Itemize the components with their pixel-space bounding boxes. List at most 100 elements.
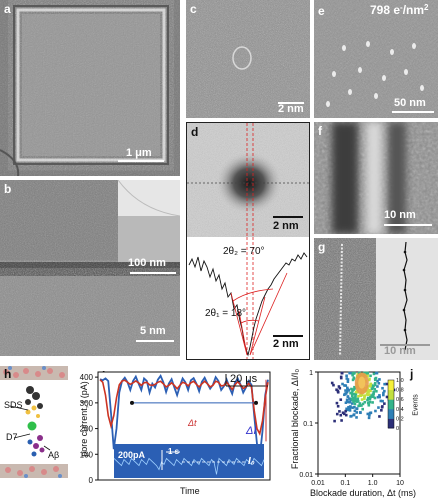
scatter-point	[345, 407, 348, 411]
annotation-d7: D7	[6, 432, 18, 442]
colorbar-segment	[388, 389, 394, 400]
scatter-point	[377, 382, 381, 385]
scatter-point	[368, 388, 371, 392]
scatter-point	[366, 396, 370, 400]
scatter-point	[371, 393, 375, 396]
annotation-abeta: Aβ	[48, 450, 60, 460]
colorbar-segment	[388, 380, 394, 391]
scatter-point	[352, 376, 356, 380]
scatter-point	[374, 409, 377, 413]
scatter-point	[368, 413, 371, 417]
scatter-point	[339, 398, 343, 401]
chart-pore-current: 0 100 200 300 400	[80, 371, 271, 485]
scatter-point	[336, 404, 340, 408]
micrograph-filament	[314, 122, 438, 234]
scatter-point	[335, 401, 339, 405]
scatter-point	[355, 416, 358, 419]
y-tick-label: 0	[89, 476, 94, 485]
panel-a: a 1 μm	[0, 0, 180, 176]
inset-baseline-label: I₀	[248, 456, 255, 467]
scatter-point	[378, 394, 381, 397]
scatter-point	[335, 412, 339, 416]
scatter-point	[354, 392, 358, 396]
scatter-point	[344, 413, 348, 417]
inset-scale-bar	[130, 272, 176, 274]
scatter-point	[343, 392, 347, 396]
angle2-label: 2θ₂ = 70°	[223, 246, 265, 257]
scatter-point	[343, 384, 346, 387]
y-tick-label: 300	[80, 399, 94, 408]
scatter-point	[383, 382, 386, 386]
micrograph-membrane	[0, 0, 180, 176]
profile-trace	[188, 252, 308, 357]
scatter-point	[353, 399, 357, 403]
event-start-marker	[130, 400, 134, 405]
scatter-point	[372, 372, 376, 376]
scale-bar-label: 10 nm	[384, 209, 416, 221]
scatter-point	[348, 371, 351, 375]
colorbar-frame	[387, 379, 395, 429]
scatter-point	[356, 390, 359, 394]
scatter-point	[368, 411, 372, 415]
scatter-point	[350, 387, 353, 391]
panel-label: h	[4, 367, 12, 381]
scatter-point	[359, 411, 362, 415]
scatter-point	[359, 393, 362, 397]
scale-bar-label: 50 nm	[394, 97, 426, 109]
delta-i-label: ΔI	[246, 425, 257, 437]
scatter-point	[382, 391, 385, 395]
scatter-point	[380, 408, 383, 412]
dose-superscript: -	[400, 3, 403, 12]
scale-bar-label: 2 nm	[278, 103, 304, 115]
y-tick-label: 100	[80, 450, 94, 459]
colorbar-label: Events	[412, 394, 420, 416]
scatter-point	[373, 387, 377, 391]
colorbar-tick-label: 0.8	[396, 388, 404, 394]
scatter-point	[336, 390, 340, 394]
scatter-point	[346, 395, 350, 398]
scatter-point	[372, 390, 375, 394]
scatter-point	[379, 399, 383, 403]
scatter-point	[352, 372, 355, 375]
panel-j: j Fractional blockade, ΔI/I₀ 0.01 0.1 1.0 1…	[284, 366, 438, 500]
colorbar-tick-label: 1.0	[396, 378, 404, 384]
x-tick-label: 0.1	[340, 480, 350, 487]
scatter-point	[372, 395, 375, 399]
inset-scale-bar-label: 100 nm	[128, 257, 166, 269]
scatter-point	[368, 384, 372, 388]
x-tick-label: 10	[396, 480, 404, 487]
y-tick-label: 1	[309, 370, 313, 377]
scatter-point	[341, 382, 344, 386]
scatter-point	[358, 402, 362, 405]
scale-bar-label: 5 nm	[140, 325, 166, 337]
scatter-point	[352, 400, 355, 404]
scatter-point	[356, 397, 360, 401]
scatter-point	[366, 412, 370, 416]
profile-scale-bar-label: 2 nm	[273, 338, 299, 350]
scatter-point	[366, 371, 370, 375]
scatter-point	[373, 383, 377, 387]
scatter-point	[353, 405, 356, 409]
scatter-point	[369, 374, 372, 378]
scatter-point	[368, 377, 371, 381]
scale-bar	[278, 102, 304, 104]
colorbar-tick-label: 0	[396, 426, 399, 432]
scatter-point	[351, 406, 354, 409]
scatter-point	[368, 400, 372, 404]
scatter-point	[357, 394, 360, 398]
scatter-point	[337, 385, 341, 388]
series-line-1	[99, 379, 269, 437]
scatter-point	[369, 382, 372, 386]
scatter-point	[375, 389, 378, 393]
scatter-point	[351, 396, 355, 400]
colorbar-segment	[388, 408, 394, 419]
scatter-point	[353, 409, 357, 413]
panel-g: g 10 nm	[314, 238, 438, 360]
scatter-point	[366, 398, 369, 402]
time-scale-label: 20 μs	[230, 373, 258, 385]
micrograph-pore	[186, 0, 310, 118]
md-simulation-snapshot	[0, 366, 68, 478]
scale-bar	[392, 111, 434, 113]
colorbar-tick-label: 0.2	[396, 416, 404, 422]
scatter-point	[350, 402, 354, 405]
